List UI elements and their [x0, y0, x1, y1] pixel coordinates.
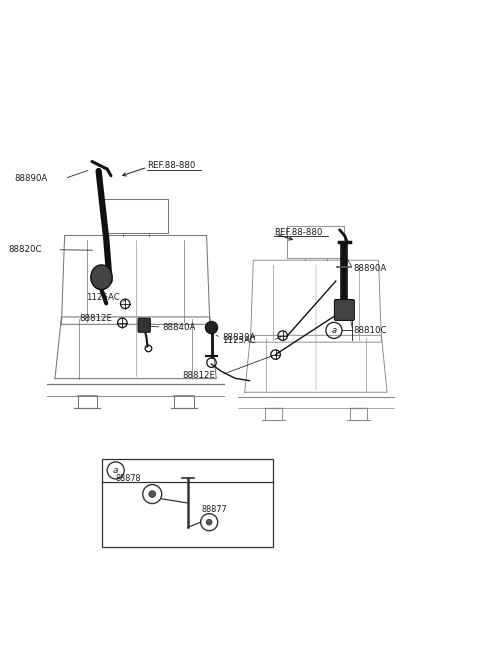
Text: 88877: 88877: [202, 505, 227, 514]
Text: REF.88-880: REF.88-880: [147, 161, 196, 170]
Text: 88820C: 88820C: [9, 245, 42, 254]
Circle shape: [205, 321, 218, 334]
FancyBboxPatch shape: [335, 300, 354, 321]
Circle shape: [206, 519, 212, 525]
FancyBboxPatch shape: [102, 459, 273, 547]
Text: a: a: [331, 326, 336, 335]
Text: 88840A: 88840A: [163, 323, 196, 332]
Text: 88878: 88878: [116, 474, 141, 483]
Text: 88810C: 88810C: [354, 326, 387, 335]
Text: REF.88-880: REF.88-880: [274, 228, 323, 237]
Text: 88890A: 88890A: [354, 264, 387, 273]
Ellipse shape: [91, 265, 112, 290]
Text: 1125AC: 1125AC: [222, 336, 256, 345]
Text: 88812E: 88812E: [182, 371, 215, 380]
Text: a: a: [113, 466, 119, 475]
Circle shape: [149, 491, 156, 497]
FancyBboxPatch shape: [138, 318, 150, 332]
Text: 88830A: 88830A: [222, 332, 255, 342]
Text: 1125AC: 1125AC: [86, 292, 120, 302]
Text: 88890A: 88890A: [14, 174, 48, 183]
Text: 88812E: 88812E: [80, 314, 113, 323]
